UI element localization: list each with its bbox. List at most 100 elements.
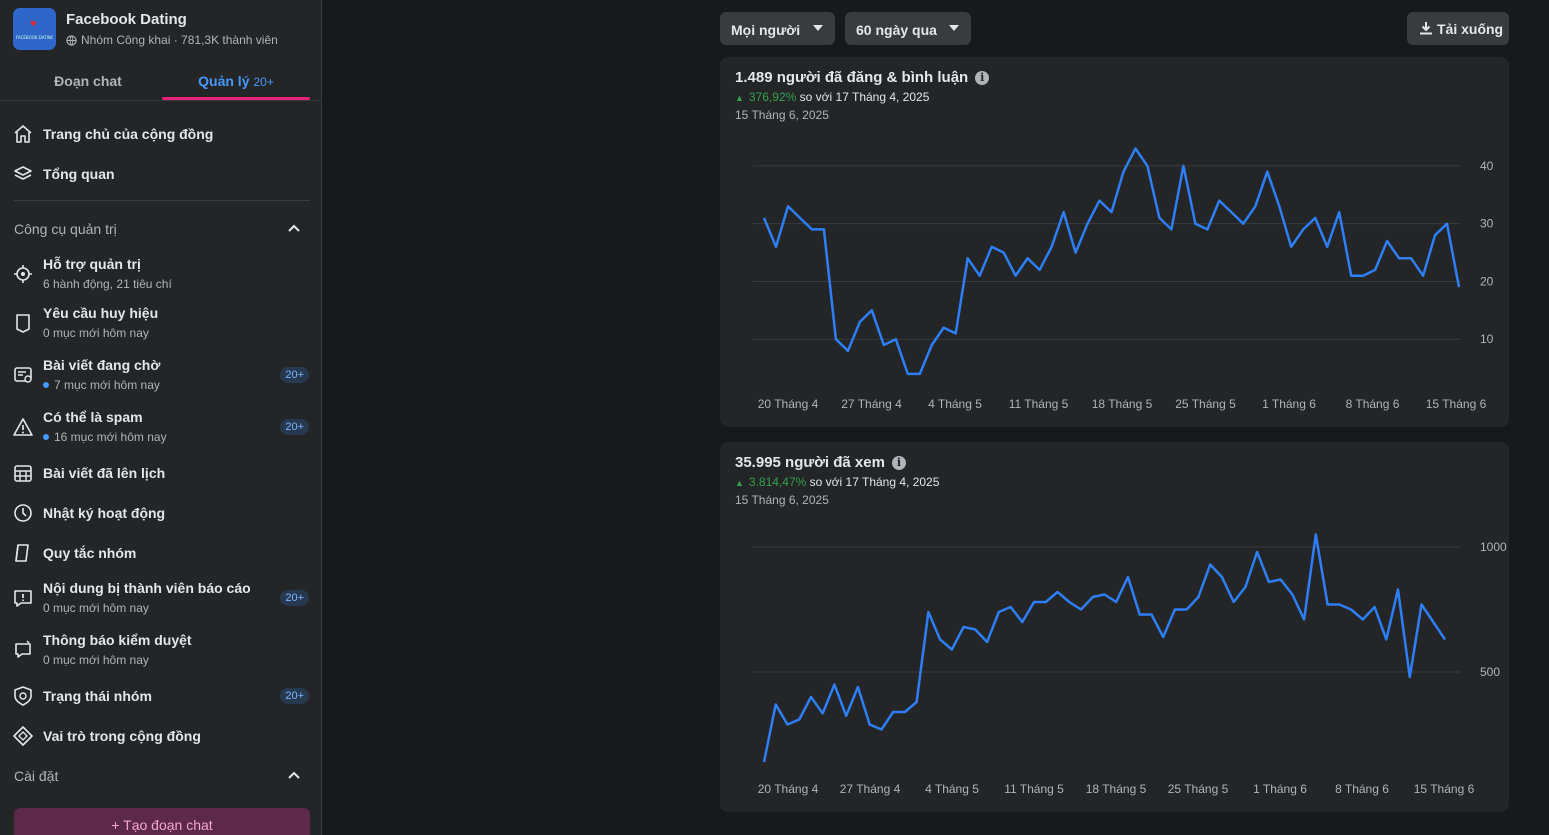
sub-text: 6 hành động, 21 tiêu chí [43, 277, 172, 291]
audience-value: Mọi người [731, 22, 801, 38]
sidebar-item-label: Bài viết đang chờ [43, 357, 161, 373]
count-badge: 20+ [280, 367, 309, 383]
unread-dot [43, 382, 49, 388]
chart-title-text: 1.489 người đã đăng & bình luận [735, 69, 969, 86]
sub-text: 16 mục mới hôm nay [54, 430, 167, 444]
tab-manage-count: 20+ [253, 75, 274, 89]
chart-delta: ▲ 3.814,47% so với 17 Tháng 4, 2025 [735, 475, 939, 489]
sidebar-item-sub: 7 mục mới hôm nay [43, 378, 160, 392]
rules-book-icon [15, 544, 29, 562]
y-tick-label: 20 [1480, 274, 1494, 288]
sidebar-item-activity-log[interactable]: Nhật ký hoạt động [0, 493, 321, 533]
sidebar-item-label: Nội dung bị thành viên báo cáo [43, 580, 251, 596]
tab-active-indicator [162, 97, 310, 100]
chevron-up-icon[interactable] [287, 221, 301, 235]
admin-sidebar: ♥ FACEBOOK DATING Facebook Dating Nhóm C… [0, 0, 322, 835]
x-tick-label: 25 Tháng 5 [1168, 782, 1229, 796]
sidebar-item-member-reported[interactable]: Nội dung bị thành viên báo cáo 0 mục mới… [0, 576, 321, 620]
sidebar-tabs: Đoạn chat Quản lý 20+ [14, 62, 310, 100]
range-value: 60 ngày qua [856, 22, 937, 38]
clock-icon [14, 504, 32, 522]
sidebar-item-moderation-alerts[interactable]: Thông báo kiểm duyệt 0 mục mới hôm nay [0, 628, 321, 672]
x-tick-label: 20 Tháng 4 [758, 782, 819, 796]
warning-icon [13, 418, 33, 436]
x-tick-label: 11 Tháng 5 [1004, 782, 1064, 796]
tab-manage-label: Quản lý [198, 73, 250, 89]
tabs-divider [0, 100, 321, 101]
sidebar-item-group-status[interactable]: Trạng thái nhóm 20+ [0, 676, 321, 716]
sidebar-item-pending-posts[interactable]: Bài viết đang chờ 7 mục mới hôm nay 20+ [0, 353, 321, 397]
tab-chat[interactable]: Đoạn chat [54, 73, 122, 89]
sidebar-divider [14, 200, 310, 201]
y-tick-label: 30 [1480, 217, 1494, 231]
trend-up-icon: ▲ [735, 93, 744, 103]
group-name[interactable]: Facebook Dating [66, 11, 187, 28]
calendar-icon [14, 465, 32, 482]
y-tick-label: 500 [1480, 665, 1500, 679]
delta-percent: 3.814,47% [748, 475, 807, 489]
x-tick-label: 11 Tháng 5 [1009, 397, 1069, 411]
engagement-chart-card: 1.489 người đã đăng & bình luận i ▲ 376,9… [720, 57, 1509, 427]
views-chart-card: 35.995 người đã xem i ▲ 3.814,47% so với … [720, 442, 1509, 812]
download-label: Tải xuống [1437, 21, 1504, 37]
group-meta: Nhóm Công khai · 781,3K thành viên [66, 33, 278, 47]
y-tick-label: 10 [1480, 332, 1494, 346]
avatar-text: FACEBOOK DATING [16, 35, 53, 40]
views-line-chart: 500 1000 20 Tháng 4 27 Tháng 4 4 Tháng 5 11 T… [753, 533, 1507, 796]
delta-text: so với 17 Tháng 4, 2025 [809, 475, 940, 489]
x-tick-label: 8 Tháng 6 [1335, 782, 1389, 796]
moderation-alert-icon [15, 640, 31, 658]
x-tick-label: 1 Tháng 6 [1262, 397, 1316, 411]
group-meta-text: Nhóm Công khai · 781,3K thành viên [81, 33, 278, 47]
sidebar-item-label: Bài viết đã lên lịch [43, 465, 166, 481]
sidebar-item-sub: 6 hành động, 21 tiêu chí [43, 277, 172, 291]
sidebar-item-admin-assist[interactable]: Hỗ trợ quản trị 6 hành động, 21 tiêu chí [0, 252, 321, 296]
x-tick-label: 4 Tháng 5 [928, 397, 982, 411]
sidebar-item-label: Hỗ trợ quản trị [43, 256, 141, 272]
tab-manage[interactable]: Quản lý 20+ [162, 62, 310, 100]
home-icon [14, 125, 32, 143]
sidebar-item-community-home[interactable]: Trang chủ của cộng đồng [0, 114, 321, 154]
badge-icon [16, 314, 30, 333]
sidebar-item-label: Tổng quan [43, 166, 115, 182]
download-button[interactable]: Tải xuống [1407, 12, 1509, 45]
chart-delta: ▲ 376,92% so với 17 Tháng 4, 2025 [735, 90, 929, 104]
sidebar-item-sub: 0 mục mới hôm nay [43, 653, 149, 667]
sidebar-item-group-rules[interactable]: Quy tắc nhóm [0, 533, 321, 573]
sidebar-item-label: Vai trò trong cộng đồng [43, 728, 201, 744]
sidebar-item-community-roles[interactable]: Vai trò trong cộng đồng [0, 716, 321, 756]
globe-icon [66, 34, 77, 46]
sidebar-item-possible-spam[interactable]: Có thể là spam 16 mục mới hôm nay 20+ [0, 405, 321, 449]
count-badge: 20+ [280, 688, 309, 704]
admin-tools-heading[interactable]: Công cụ quản trị [14, 221, 117, 237]
shield-icon [14, 686, 32, 706]
info-icon[interactable]: i [975, 70, 990, 85]
range-dropdown[interactable]: 60 ngày qua [845, 12, 971, 45]
x-tick-label: 4 Tháng 5 [925, 782, 979, 796]
audience-dropdown[interactable]: Mọi người [720, 12, 835, 45]
count-badge: 20+ [280, 590, 309, 606]
sidebar-item-label: Trang chủ của cộng đồng [43, 126, 214, 142]
sidebar-item-overview[interactable]: Tổng quan [0, 154, 321, 194]
x-tick-label: 18 Tháng 5 [1092, 397, 1153, 411]
series-line[interactable] [762, 533, 1447, 763]
series-line[interactable] [762, 147, 1461, 376]
settings-heading[interactable]: Cài đặt [14, 768, 59, 784]
x-tick-label: 1 Tháng 6 [1253, 782, 1307, 796]
delta-percent: 376,92% [748, 90, 797, 104]
engagement-line-chart: 10 20 30 40 20 Tháng 4 27 Tháng 4 4 Tháng 5 11 … [753, 147, 1494, 411]
group-header[interactable]: ♥ FACEBOOK DATING Facebook Dating Nhóm C… [13, 8, 311, 52]
layers-icon [14, 166, 32, 180]
create-chat-button[interactable]: + Tạo đoạn chat [14, 808, 310, 835]
sub-text: 0 mục mới hôm nay [43, 326, 149, 340]
sidebar-item-scheduled-posts[interactable]: Bài viết đã lên lịch [0, 453, 321, 493]
delta-text: so với 17 Tháng 4, 2025 [799, 90, 930, 104]
info-icon[interactable]: i [891, 455, 906, 470]
chart-title: 35.995 người đã xem i [735, 454, 906, 471]
chart-title: 1.489 người đã đăng & bình luận i [735, 69, 990, 86]
sidebar-item-sub: 16 mục mới hôm nay [43, 430, 167, 444]
x-tick-label: 20 Tháng 4 [758, 397, 819, 411]
group-avatar[interactable]: ♥ FACEBOOK DATING [13, 8, 56, 50]
chevron-up-icon[interactable] [287, 768, 301, 782]
sidebar-item-badge-requests[interactable]: Yêu cầu huy hiệu 0 mục mới hôm nay [0, 301, 321, 345]
